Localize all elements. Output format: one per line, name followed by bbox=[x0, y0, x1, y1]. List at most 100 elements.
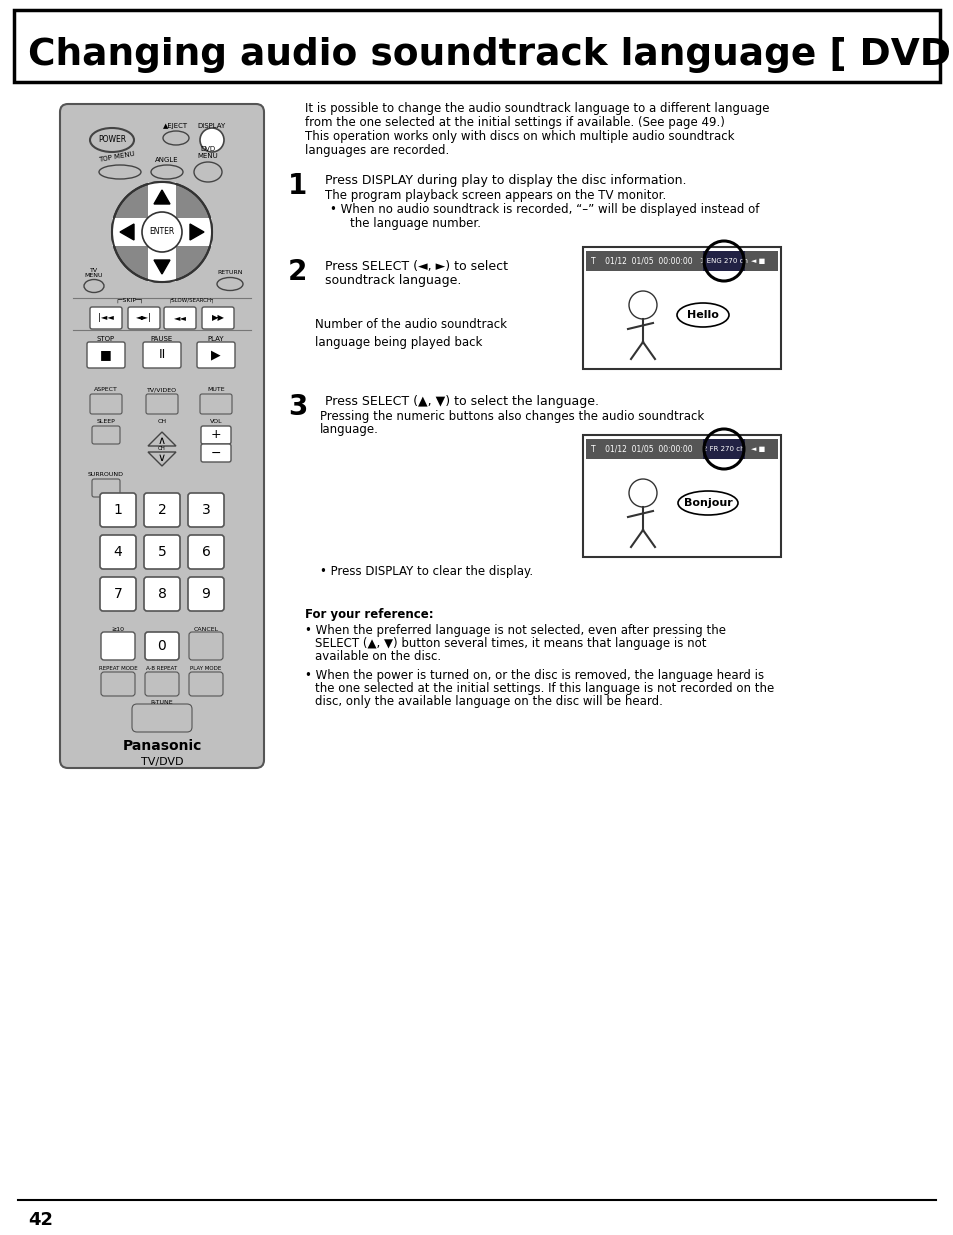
Circle shape bbox=[628, 291, 657, 319]
Text: REPEAT MODE: REPEAT MODE bbox=[98, 666, 137, 671]
Text: ■: ■ bbox=[100, 348, 112, 362]
Text: For your reference:: For your reference: bbox=[305, 608, 434, 621]
Text: • When the power is turned on, or the disc is removed, the language heard is: • When the power is turned on, or the di… bbox=[305, 669, 763, 682]
FancyBboxPatch shape bbox=[582, 435, 781, 557]
FancyBboxPatch shape bbox=[100, 493, 136, 527]
Text: STOP: STOP bbox=[97, 336, 115, 342]
FancyBboxPatch shape bbox=[188, 493, 224, 527]
Text: 6: 6 bbox=[201, 545, 211, 559]
Polygon shape bbox=[190, 224, 204, 240]
Text: ▶: ▶ bbox=[211, 348, 220, 362]
Text: • Press DISPLAY to clear the display.: • Press DISPLAY to clear the display. bbox=[319, 564, 533, 578]
Text: ◄ ■: ◄ ■ bbox=[750, 258, 764, 264]
Text: II: II bbox=[158, 348, 166, 362]
Circle shape bbox=[628, 479, 657, 508]
Text: PAUSE: PAUSE bbox=[151, 336, 172, 342]
Text: ≥10: ≥10 bbox=[112, 627, 125, 632]
FancyBboxPatch shape bbox=[148, 182, 175, 232]
Text: Panasonic: Panasonic bbox=[122, 739, 201, 753]
FancyBboxPatch shape bbox=[101, 632, 135, 659]
FancyBboxPatch shape bbox=[60, 104, 264, 768]
Text: TV/VIDEO: TV/VIDEO bbox=[147, 387, 177, 391]
FancyBboxPatch shape bbox=[87, 342, 125, 368]
Text: PLAY MODE: PLAY MODE bbox=[191, 666, 221, 671]
Polygon shape bbox=[153, 261, 170, 274]
Text: 2: 2 bbox=[157, 503, 166, 517]
FancyBboxPatch shape bbox=[14, 10, 939, 82]
Text: ┌─SKIP─┐: ┌─SKIP─┐ bbox=[115, 298, 144, 304]
Text: TV/DVD: TV/DVD bbox=[141, 757, 183, 767]
Text: T    01/12  01/05  00:00:00: T 01/12 01/05 00:00:00 bbox=[590, 257, 692, 266]
Text: DVD
MENU: DVD MENU bbox=[197, 146, 218, 159]
Ellipse shape bbox=[193, 162, 222, 182]
FancyBboxPatch shape bbox=[128, 308, 160, 329]
FancyBboxPatch shape bbox=[90, 394, 122, 414]
FancyBboxPatch shape bbox=[189, 632, 223, 659]
FancyBboxPatch shape bbox=[91, 426, 120, 445]
Text: The program playback screen appears on the TV monitor.: The program playback screen appears on t… bbox=[325, 189, 665, 203]
Text: ▶▶: ▶▶ bbox=[212, 314, 224, 322]
Text: T    01/12  01/05  00:00:00: T 01/12 01/05 00:00:00 bbox=[590, 445, 692, 453]
Text: 3: 3 bbox=[201, 503, 211, 517]
Text: from the one selected at the initial settings if available. (See page 49.): from the one selected at the initial set… bbox=[305, 116, 724, 128]
Text: ENTER: ENTER bbox=[150, 227, 174, 236]
Text: TV
MENU: TV MENU bbox=[85, 268, 103, 278]
Text: Hello: Hello bbox=[686, 310, 719, 320]
FancyBboxPatch shape bbox=[143, 342, 181, 368]
FancyBboxPatch shape bbox=[100, 535, 136, 569]
FancyBboxPatch shape bbox=[162, 219, 212, 246]
Ellipse shape bbox=[163, 131, 189, 144]
Text: 1: 1 bbox=[113, 503, 122, 517]
Text: SLEEP: SLEEP bbox=[96, 419, 115, 424]
Text: disc, only the available language on the disc will be heard.: disc, only the available language on the… bbox=[314, 695, 662, 708]
Text: 3: 3 bbox=[288, 393, 307, 421]
Text: 1 ENG 270 ch: 1 ENG 270 ch bbox=[700, 258, 747, 264]
Text: PLAY: PLAY bbox=[208, 336, 224, 342]
FancyBboxPatch shape bbox=[585, 251, 778, 270]
Text: ASPECT: ASPECT bbox=[94, 387, 118, 391]
Text: 8: 8 bbox=[157, 587, 166, 601]
FancyBboxPatch shape bbox=[201, 426, 231, 445]
FancyBboxPatch shape bbox=[145, 672, 179, 697]
Text: ◄◄: ◄◄ bbox=[173, 314, 186, 322]
FancyBboxPatch shape bbox=[148, 232, 175, 282]
Text: ◄ ■: ◄ ■ bbox=[750, 446, 764, 452]
Polygon shape bbox=[153, 190, 170, 204]
FancyBboxPatch shape bbox=[702, 438, 744, 459]
FancyBboxPatch shape bbox=[144, 493, 180, 527]
FancyBboxPatch shape bbox=[91, 479, 120, 496]
Circle shape bbox=[112, 182, 212, 282]
Text: |◄◄: |◄◄ bbox=[98, 314, 113, 322]
Circle shape bbox=[200, 128, 224, 152]
Text: language.: language. bbox=[319, 424, 378, 436]
Text: SELECT (▲, ▼) button several times, it means that language is not: SELECT (▲, ▼) button several times, it m… bbox=[314, 637, 706, 650]
Text: ┌SLOW/SEARCH┐: ┌SLOW/SEARCH┐ bbox=[169, 298, 215, 304]
Text: POWER: POWER bbox=[98, 136, 126, 144]
FancyBboxPatch shape bbox=[112, 219, 162, 246]
Text: SURROUND: SURROUND bbox=[88, 472, 124, 477]
Text: ∨: ∨ bbox=[158, 453, 166, 463]
Ellipse shape bbox=[99, 165, 141, 179]
Text: Pressing the numeric buttons also changes the audio soundtrack: Pressing the numeric buttons also change… bbox=[319, 410, 703, 424]
Text: languages are recorded.: languages are recorded. bbox=[305, 144, 449, 157]
FancyBboxPatch shape bbox=[132, 704, 192, 732]
Text: RETURN: RETURN bbox=[217, 270, 242, 275]
FancyBboxPatch shape bbox=[189, 672, 223, 697]
Ellipse shape bbox=[90, 128, 133, 152]
Text: Changing audio soundtrack language [ DVD ]: Changing audio soundtrack language [ DVD… bbox=[28, 37, 953, 73]
Text: Bonjour: Bonjour bbox=[683, 498, 732, 508]
FancyBboxPatch shape bbox=[702, 251, 744, 270]
Ellipse shape bbox=[84, 279, 104, 293]
Text: TOP MENU: TOP MENU bbox=[98, 151, 135, 163]
Circle shape bbox=[142, 212, 182, 252]
Text: Press DISPLAY during play to display the disc information.: Press DISPLAY during play to display the… bbox=[325, 174, 686, 186]
FancyBboxPatch shape bbox=[145, 632, 179, 659]
Polygon shape bbox=[148, 452, 175, 466]
FancyBboxPatch shape bbox=[100, 577, 136, 611]
Text: DISPLAY: DISPLAY bbox=[197, 124, 226, 128]
FancyBboxPatch shape bbox=[101, 672, 135, 697]
Text: +: + bbox=[211, 429, 221, 441]
Text: R-TUNE: R-TUNE bbox=[151, 700, 173, 705]
Text: CANCEL: CANCEL bbox=[193, 627, 218, 632]
Text: 42: 42 bbox=[28, 1212, 53, 1229]
